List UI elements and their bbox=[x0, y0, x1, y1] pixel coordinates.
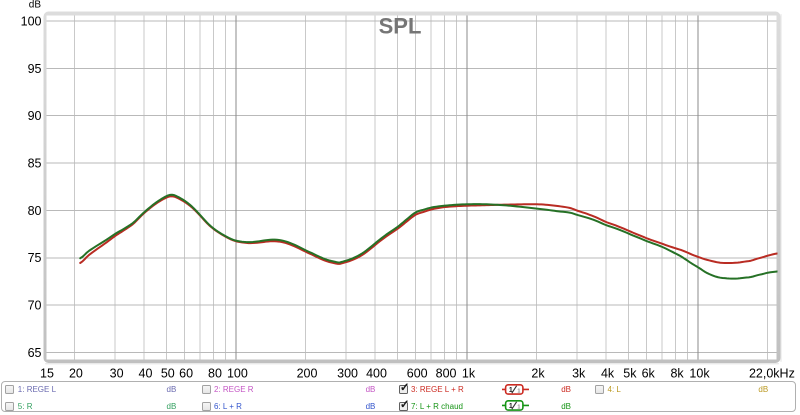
svg-text:20: 20 bbox=[69, 367, 83, 381]
svg-text:300: 300 bbox=[337, 367, 358, 381]
svg-text:100: 100 bbox=[227, 367, 248, 381]
svg-text:2k: 2k bbox=[531, 367, 545, 381]
svg-text:4k: 4k bbox=[601, 367, 615, 381]
svg-text:95: 95 bbox=[28, 62, 42, 76]
svg-text:10k: 10k bbox=[689, 367, 710, 381]
svg-text:1: 1 bbox=[518, 404, 521, 410]
svg-text:30: 30 bbox=[110, 367, 124, 381]
svg-text:800: 800 bbox=[436, 367, 457, 381]
svg-text:600: 600 bbox=[407, 367, 428, 381]
svg-text:50: 50 bbox=[161, 367, 175, 381]
svg-text:90: 90 bbox=[28, 109, 42, 123]
svg-text:80: 80 bbox=[208, 367, 222, 381]
svg-text:5k: 5k bbox=[623, 367, 637, 381]
svg-text:6k: 6k bbox=[642, 367, 656, 381]
svg-text:40: 40 bbox=[139, 367, 153, 381]
svg-text:1: 1 bbox=[518, 389, 521, 395]
svg-text:22,0kHz: 22,0kHz bbox=[749, 367, 795, 381]
svg-text:85: 85 bbox=[28, 157, 42, 171]
svg-text:3k: 3k bbox=[572, 367, 586, 381]
svg-text:400: 400 bbox=[366, 367, 387, 381]
svg-text:80: 80 bbox=[28, 204, 42, 218]
svg-text:200: 200 bbox=[297, 367, 318, 381]
svg-text:1: 1 bbox=[509, 387, 513, 394]
svg-text:1k: 1k bbox=[462, 367, 476, 381]
svg-text:15: 15 bbox=[40, 367, 54, 381]
svg-text:100: 100 bbox=[21, 14, 42, 28]
svg-text:dB: dB bbox=[29, 0, 42, 11]
svg-text:65: 65 bbox=[28, 346, 42, 360]
svg-text:60: 60 bbox=[179, 367, 193, 381]
svg-text:70: 70 bbox=[28, 299, 42, 313]
svg-text:75: 75 bbox=[28, 251, 42, 265]
svg-text:SPL: SPL bbox=[379, 14, 422, 39]
svg-text:8k: 8k bbox=[670, 367, 684, 381]
svg-text:1: 1 bbox=[509, 403, 513, 410]
